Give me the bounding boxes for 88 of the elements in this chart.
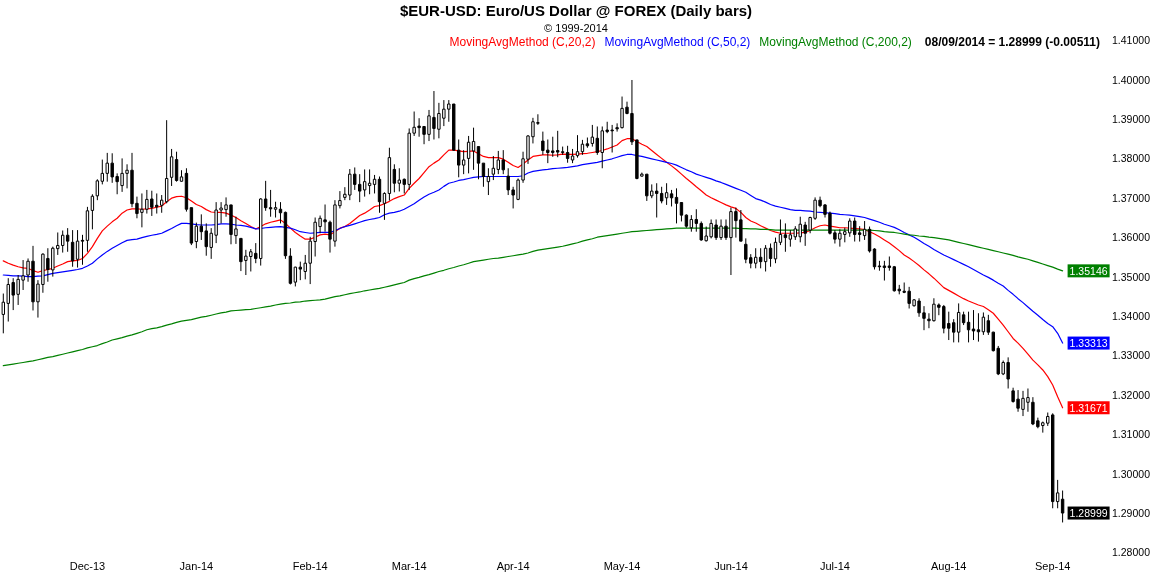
candlestick xyxy=(65,227,70,253)
candlestick xyxy=(189,207,194,246)
y-tick-label: 1.31000 xyxy=(1112,428,1151,441)
candlestick xyxy=(981,311,986,336)
candlestick xyxy=(466,135,471,174)
y-tick-label: 1.33000 xyxy=(1112,349,1151,362)
y-tick-label: 1.38000 xyxy=(1112,152,1151,165)
x-tick-label: May-14 xyxy=(603,560,641,572)
candlestick xyxy=(684,213,689,229)
candlestick xyxy=(392,163,397,193)
candlestick xyxy=(768,243,773,268)
candlestick xyxy=(565,145,570,164)
candlestick xyxy=(674,187,679,224)
y-tick-label: 1.41000 xyxy=(1112,34,1151,47)
candlestick xyxy=(75,229,80,269)
x-tick-label: Mar-14 xyxy=(391,560,427,572)
candlestick xyxy=(570,148,575,164)
candlestick xyxy=(273,201,278,218)
candlestick xyxy=(367,168,372,195)
candlestick xyxy=(486,167,491,196)
candlestick xyxy=(179,169,184,183)
candlestick xyxy=(293,266,298,287)
x-tick-label: Dec-13 xyxy=(69,560,106,572)
y-tick-label: 1.35000 xyxy=(1112,270,1151,283)
x-tick-label: Apr-14 xyxy=(496,560,530,572)
candlestick xyxy=(882,260,887,282)
y-tick-label: 1.28000 xyxy=(1112,546,1151,559)
candlestick xyxy=(90,193,95,230)
y-tick-label: 1.37000 xyxy=(1112,191,1151,204)
candlestick xyxy=(80,234,85,266)
candlestick xyxy=(872,247,877,271)
y-tick-label: 1.29000 xyxy=(1112,507,1151,519)
candlestick xyxy=(476,146,481,180)
y-tick-label: 1.32000 xyxy=(1112,388,1151,401)
candlestick xyxy=(85,206,90,253)
candlestick xyxy=(471,127,476,171)
candlestick xyxy=(763,244,768,272)
candlestick xyxy=(971,309,976,341)
candlestick xyxy=(976,312,981,343)
y-tick-label: 1.30000 xyxy=(1112,467,1151,480)
candlestick xyxy=(867,226,872,254)
candlestick xyxy=(184,167,189,213)
line-series xyxy=(2,138,1064,409)
candlestick xyxy=(362,168,367,198)
text: MovingAvgMethod (C,20,2) xyxy=(449,35,596,49)
text: MovingAvgMethod (C,50,2) xyxy=(604,35,751,49)
candlestick xyxy=(956,302,961,343)
candlestick xyxy=(773,237,778,264)
candlestick xyxy=(174,151,179,183)
x-tick-label: Jun-14 xyxy=(714,560,748,572)
x-tick-label: Feb-14 xyxy=(292,560,328,572)
candlestick xyxy=(70,229,75,268)
candlestick xyxy=(758,247,763,269)
candlestick xyxy=(585,137,590,149)
candlestick xyxy=(387,147,392,202)
candlestick xyxy=(783,222,788,253)
chart-subtitle: © 1999-2014 xyxy=(544,22,608,34)
line-series xyxy=(2,153,1064,344)
y-tick-label: 1.34000 xyxy=(1112,310,1151,322)
candlestick xyxy=(966,311,971,343)
candlestick xyxy=(580,139,585,156)
candlestick xyxy=(575,134,580,159)
x-tick-label: Aug-14 xyxy=(931,560,967,572)
x-tick-label: Sep-14 xyxy=(1034,560,1071,572)
candlestick xyxy=(788,229,793,248)
chart-title: $EUR-USD: Euro/US Dollar @ FOREX (Daily bars) xyxy=(399,2,753,19)
candlestick xyxy=(382,191,387,221)
y-tick-label: 1.39000 xyxy=(1112,113,1151,125)
candlestick xyxy=(778,218,783,246)
line-series xyxy=(2,227,1064,367)
candlestick xyxy=(278,201,283,224)
x-tick-label: Jan-14 xyxy=(179,560,214,572)
text: MovingAvgMethod (C,200,2) xyxy=(759,35,912,49)
candlestick xyxy=(377,176,382,214)
candlestick xyxy=(288,247,293,285)
y-tick-label: 1.36000 xyxy=(1112,231,1151,244)
candlestick xyxy=(491,155,496,181)
candlestick xyxy=(664,182,669,206)
annotation: 08/09/2014 = 1.28999 (-0.00511) xyxy=(924,35,1100,49)
candlestick xyxy=(372,174,377,194)
candlestick xyxy=(862,220,867,241)
candlestick xyxy=(679,202,684,222)
candlestick xyxy=(169,148,174,187)
x-tick-label: Jul-14 xyxy=(819,560,850,572)
candlestick xyxy=(669,189,674,207)
y-tick-label: 1.40000 xyxy=(1112,73,1151,86)
candlestick xyxy=(481,162,486,188)
candlestick xyxy=(877,260,882,272)
